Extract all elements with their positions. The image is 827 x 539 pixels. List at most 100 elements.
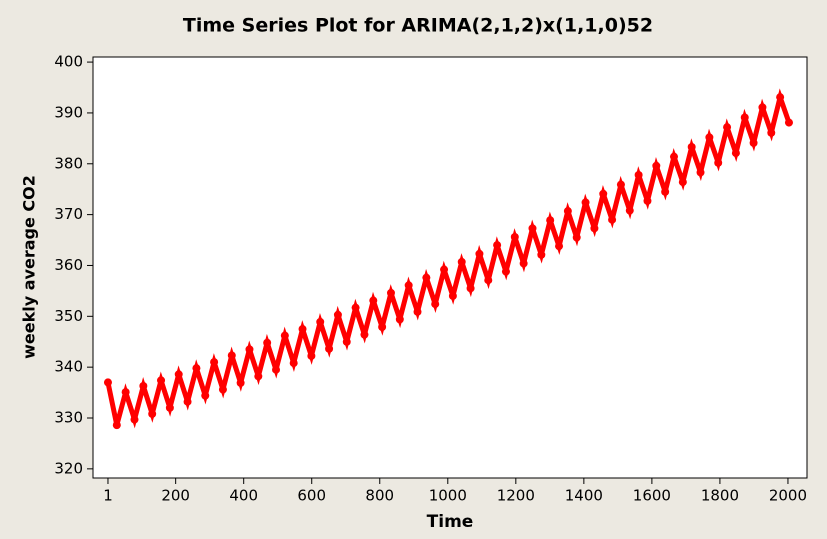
- data-point: [404, 281, 413, 290]
- data-point: [369, 296, 378, 305]
- x-tick-label: 1600: [633, 487, 671, 505]
- data-point: [519, 259, 528, 268]
- data-point: [652, 161, 661, 170]
- data-point: [723, 123, 732, 132]
- data-point: [431, 300, 440, 309]
- series-line: [105, 88, 792, 429]
- data-point: [325, 344, 334, 353]
- data-point: [289, 359, 298, 368]
- data-point: [555, 242, 564, 251]
- x-tick-label: 1200: [497, 487, 535, 505]
- data-point: [227, 351, 236, 360]
- data-point: [501, 267, 510, 276]
- data-point: [687, 142, 696, 151]
- x-tick-label: 800: [365, 487, 394, 505]
- data-point: [784, 118, 793, 127]
- data-point: [201, 391, 210, 400]
- data-point: [121, 388, 130, 397]
- data-point: [165, 403, 174, 412]
- data-point: [678, 178, 687, 187]
- data-point: [342, 337, 351, 346]
- y-axis-label: weekly average CO2: [20, 175, 39, 359]
- data-point: [263, 338, 272, 347]
- data-point: [448, 291, 457, 300]
- data-point: [316, 317, 325, 326]
- data-point: [528, 224, 537, 233]
- data-point: [360, 330, 369, 339]
- y-tick-label: 330: [54, 409, 83, 427]
- data-point: [714, 158, 723, 167]
- data-point: [298, 325, 307, 334]
- data-point: [183, 397, 192, 406]
- data-point: [767, 128, 776, 137]
- x-tick-label: 1400: [565, 487, 603, 505]
- data-point: [280, 331, 289, 340]
- x-tick-label: 1800: [701, 487, 739, 505]
- data-point: [333, 310, 342, 319]
- data-point: [112, 421, 121, 430]
- data-point: [210, 358, 219, 367]
- data-point: [130, 415, 139, 424]
- data-point: [103, 378, 112, 387]
- data-point: [440, 265, 449, 274]
- data-point: [740, 113, 749, 122]
- data-point: [148, 409, 157, 418]
- y-tick-label: 360: [54, 256, 83, 274]
- data-point: [581, 198, 590, 207]
- x-axis-label: Time: [427, 512, 474, 532]
- data-point: [245, 345, 254, 354]
- data-point: [236, 378, 245, 387]
- y-tick-label: 390: [54, 103, 83, 121]
- data-point: [643, 196, 652, 205]
- data-point: [590, 224, 599, 233]
- data-point: [634, 170, 643, 179]
- data-point: [572, 233, 581, 242]
- x-tick-label: 1000: [429, 487, 467, 505]
- data-point: [731, 149, 740, 158]
- data-point: [413, 307, 422, 316]
- y-tick-label: 370: [54, 205, 83, 223]
- data-point: [307, 351, 316, 360]
- data-point: [157, 376, 166, 385]
- data-point: [386, 288, 395, 297]
- data-point: [475, 249, 484, 258]
- plot-area: [92, 56, 808, 479]
- data-point: [625, 206, 634, 215]
- data-point: [608, 215, 617, 224]
- data-point: [510, 232, 519, 241]
- y-tick-label: 380: [54, 154, 83, 172]
- data-point: [422, 273, 431, 282]
- data-point: [218, 385, 227, 394]
- y-tick-label: 350: [54, 307, 83, 325]
- data-point: [484, 276, 493, 285]
- data-point: [661, 187, 670, 196]
- data-point: [696, 168, 705, 177]
- data-point: [669, 152, 678, 161]
- data-point: [705, 133, 714, 142]
- data-point: [254, 372, 263, 381]
- data-point: [139, 381, 148, 390]
- data-point: [466, 284, 475, 293]
- data-point: [563, 207, 572, 216]
- x-tick-label: 200: [161, 487, 190, 505]
- data-point: [272, 365, 281, 374]
- x-tick-label: 400: [229, 487, 258, 505]
- y-tick-label: 320: [54, 459, 83, 477]
- data-point: [493, 241, 502, 250]
- data-point: [351, 303, 360, 312]
- data-point: [395, 315, 404, 324]
- data-point: [174, 370, 183, 379]
- data-point: [537, 250, 546, 259]
- y-tick-label: 340: [54, 358, 83, 376]
- chart-title: Time Series Plot for ARIMA(2,1,2)x(1,1,0…: [183, 15, 653, 37]
- data-point: [599, 189, 608, 198]
- data-point: [457, 257, 466, 266]
- x-tick-label: 2000: [769, 487, 807, 505]
- data-point: [749, 138, 758, 147]
- data-point: [758, 103, 767, 112]
- data-point: [616, 180, 625, 189]
- data-point: [378, 322, 387, 331]
- data-point: [776, 93, 785, 102]
- x-tick-label: 600: [297, 487, 326, 505]
